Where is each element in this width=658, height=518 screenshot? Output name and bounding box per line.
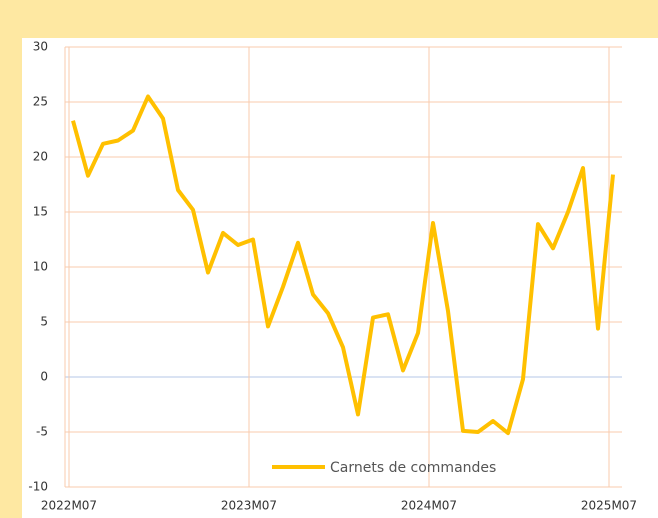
y-tick-label: 15	[33, 205, 48, 219]
x-tick-label: 2025M07	[581, 499, 637, 513]
y-tick-label: 25	[33, 95, 48, 109]
y-tick-label: 10	[33, 260, 48, 274]
data-line	[71, 94, 615, 436]
y-tick-label: -10	[28, 480, 48, 494]
x-tick-label: 2022M07	[41, 499, 97, 513]
legend-text: Carnets de commandes	[330, 460, 496, 476]
y-tick-label: 5	[40, 315, 48, 329]
x-tick-label: 2023M07	[221, 499, 277, 513]
y-tick-label: 20	[33, 150, 48, 164]
y-tick-label: 0	[40, 370, 48, 384]
plot-background	[22, 38, 658, 518]
y-tick-label: -5	[36, 425, 48, 439]
y-tick-label: 30	[33, 40, 48, 54]
x-tick-label: 2024M07	[401, 499, 457, 513]
